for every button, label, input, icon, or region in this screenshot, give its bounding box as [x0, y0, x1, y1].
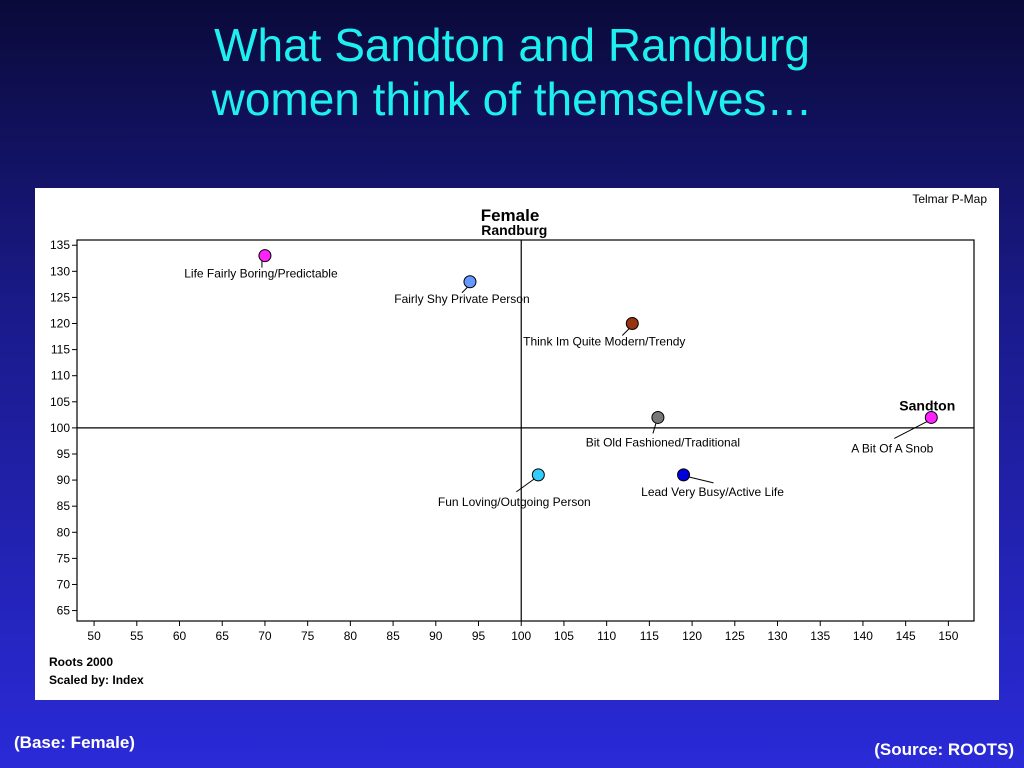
y-tick-label: 135 — [50, 238, 70, 252]
slide-title-line-1: What Sandton and Randburg — [214, 19, 810, 71]
anchor-label-randburg: Randburg — [481, 222, 547, 238]
x-tick-label: 120 — [682, 629, 702, 643]
x-tick-label: 135 — [810, 629, 830, 643]
slide-title-line-2: women think of themselves… — [211, 73, 813, 125]
y-tick-label: 75 — [57, 551, 71, 565]
y-tick-label: 85 — [57, 499, 71, 513]
point-leader-line — [516, 478, 535, 493]
chart-title: Female — [481, 206, 540, 225]
y-tick-label: 95 — [57, 447, 71, 461]
x-tick-label: 80 — [344, 629, 358, 643]
data-point-label: Fairly Shy Private Person — [394, 292, 529, 306]
x-tick-label: 105 — [554, 629, 574, 643]
point-leader-line — [621, 328, 630, 336]
chart-footnote-scale: Scaled by: Index — [49, 673, 144, 687]
data-point — [625, 317, 639, 331]
x-tick-label: 140 — [853, 629, 873, 643]
x-tick-label: 50 — [87, 629, 101, 643]
x-tick-label: 130 — [767, 629, 787, 643]
x-tick-label: 95 — [472, 629, 486, 643]
data-point-label: Fun Loving/Outgoing Person — [438, 495, 591, 509]
data-point-label: Lead Very Busy/Active Life — [641, 485, 784, 499]
x-tick-label: 90 — [429, 629, 443, 643]
point-leader-line — [652, 423, 657, 434]
y-tick-label: 90 — [57, 473, 71, 487]
x-tick-label: 145 — [896, 629, 916, 643]
y-tick-label: 80 — [57, 525, 71, 539]
x-tick-label: 85 — [386, 629, 400, 643]
x-tick-label: 125 — [725, 629, 745, 643]
x-tick-label: 150 — [938, 629, 958, 643]
y-tick-label: 120 — [50, 317, 70, 331]
data-point-label: Think Im Quite Modern/Trendy — [523, 335, 685, 349]
x-tick-label: 55 — [130, 629, 144, 643]
point-leader-line — [894, 421, 928, 439]
data-point-label: Bit Old Fashioned/Traditional — [586, 435, 740, 449]
slide-title: What Sandton and Randburg women think of… — [0, 18, 1024, 126]
anchor-label-sandton: Sandton — [899, 397, 955, 413]
data-point — [651, 410, 665, 424]
point-leader-line — [688, 476, 714, 484]
plot-frame — [76, 239, 975, 622]
y-tick-label: 110 — [51, 369, 70, 383]
y-tick-label: 130 — [50, 264, 70, 278]
data-point-label: Life Fairly Boring/Predictable — [184, 267, 338, 281]
y-tick-label: 125 — [50, 290, 70, 304]
data-point — [531, 468, 545, 482]
x-tick-label: 70 — [258, 629, 272, 643]
x-tick-label: 100 — [511, 629, 531, 643]
x-tick-label: 65 — [216, 629, 230, 643]
data-point — [924, 410, 938, 424]
base-note: (Base: Female) — [14, 733, 135, 752]
y-tick-label: 105 — [50, 395, 70, 409]
scatter-chart: Female Telmar P-Map 65 70 75 80 85 90 95 100 105 11… — [49, 192, 987, 687]
data-point-label: A Bit Of A Snob — [851, 441, 933, 455]
y-tick-label: 65 — [57, 604, 71, 618]
chart-footnote-source: Roots 2000 — [49, 655, 113, 669]
data-point — [258, 249, 272, 263]
x-tick-label: 115 — [640, 629, 659, 643]
x-tick-label: 60 — [173, 629, 187, 643]
y-tick-label: 70 — [57, 577, 71, 591]
y-tick-label: 100 — [50, 421, 70, 435]
source-note: (Source: ROOTS) — [874, 740, 1014, 759]
data-point — [677, 468, 691, 482]
data-point — [463, 275, 477, 289]
y-tick-label: 115 — [51, 343, 70, 357]
corner-label: Telmar P-Map — [912, 192, 987, 206]
point-leader-line — [461, 286, 469, 294]
x-tick-label: 110 — [597, 629, 616, 643]
chart-panel: Female Telmar P-Map 65 70 75 80 85 90 95 100 105 11… — [35, 188, 999, 700]
x-tick-label: 75 — [301, 629, 315, 643]
